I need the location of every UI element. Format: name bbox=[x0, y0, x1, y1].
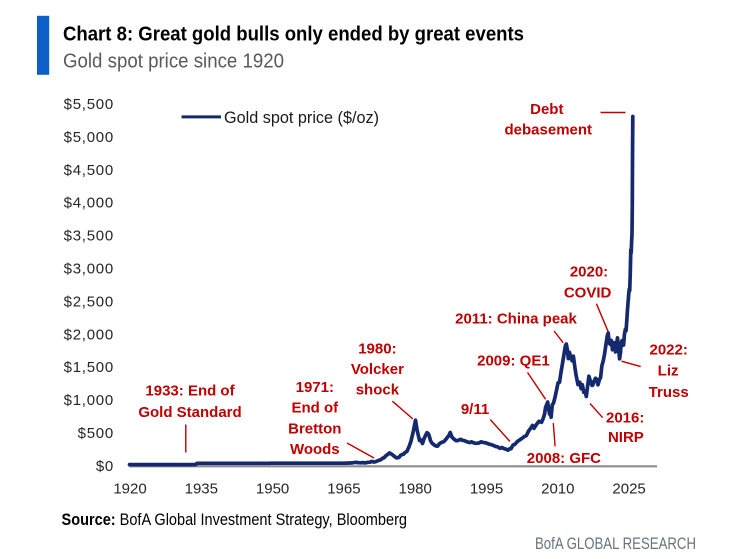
svg-text:1995: 1995 bbox=[470, 480, 503, 497]
svg-text:$2,500: $2,500 bbox=[64, 293, 114, 310]
svg-text:Bretton: Bretton bbox=[288, 420, 341, 437]
svg-text:$1,000: $1,000 bbox=[64, 392, 114, 409]
svg-text:1980: 1980 bbox=[399, 480, 432, 497]
svg-text:Gold spot price since 1920: Gold spot price since 1920 bbox=[63, 50, 284, 72]
svg-text:1935: 1935 bbox=[185, 480, 218, 497]
svg-text:COVID: COVID bbox=[564, 284, 612, 301]
svg-text:Debt: Debt bbox=[530, 101, 563, 118]
svg-text:2022:: 2022: bbox=[650, 341, 688, 358]
svg-text:Truss: Truss bbox=[649, 384, 689, 401]
svg-text:Liz: Liz bbox=[658, 363, 679, 380]
svg-text:NIRP: NIRP bbox=[608, 429, 644, 446]
svg-text:1965: 1965 bbox=[327, 480, 360, 497]
svg-text:$2,000: $2,000 bbox=[64, 326, 114, 343]
svg-text:Gold Standard: Gold Standard bbox=[138, 404, 241, 421]
svg-text:Volcker: Volcker bbox=[351, 361, 404, 378]
svg-text:2025: 2025 bbox=[612, 480, 645, 497]
svg-text:Gold spot price ($/oz): Gold spot price ($/oz) bbox=[224, 108, 379, 127]
svg-text:$3,500: $3,500 bbox=[64, 228, 114, 245]
svg-text:2008: GFC: 2008: GFC bbox=[527, 450, 601, 467]
svg-text:1920: 1920 bbox=[113, 480, 146, 497]
svg-text:$1,500: $1,500 bbox=[64, 359, 114, 376]
svg-text:$4,500: $4,500 bbox=[64, 162, 114, 179]
svg-text:$0: $0 bbox=[96, 458, 114, 475]
svg-text:2010: 2010 bbox=[541, 480, 574, 497]
svg-text:shock: shock bbox=[356, 382, 400, 399]
svg-text:1980:: 1980: bbox=[358, 341, 396, 358]
svg-text:2016:: 2016: bbox=[606, 409, 644, 426]
svg-text:$4,000: $4,000 bbox=[64, 195, 114, 212]
svg-text:$5,000: $5,000 bbox=[64, 129, 114, 146]
svg-text:1971:: 1971: bbox=[296, 379, 334, 396]
svg-text:$500: $500 bbox=[78, 425, 114, 442]
svg-text:9/11: 9/11 bbox=[461, 401, 489, 418]
svg-text:BofA GLOBAL RESEARCH: BofA GLOBAL RESEARCH bbox=[535, 534, 696, 553]
svg-text:2020:: 2020: bbox=[570, 264, 608, 281]
svg-text:2009: QE1: 2009: QE1 bbox=[477, 352, 550, 369]
svg-text:1933: End of: 1933: End of bbox=[145, 382, 235, 399]
svg-text:debasement: debasement bbox=[505, 121, 593, 138]
svg-text:$3,000: $3,000 bbox=[64, 261, 114, 278]
svg-text:Chart 8: Great gold bulls only: Chart 8: Great gold bulls only ended by … bbox=[63, 24, 524, 46]
svg-text:2011: China peak: 2011: China peak bbox=[455, 311, 577, 328]
svg-text:$5,500: $5,500 bbox=[64, 96, 114, 113]
svg-text:End of: End of bbox=[291, 400, 339, 417]
svg-text:1950: 1950 bbox=[256, 480, 289, 497]
svg-text:Source: BofA Global Investment: Source: BofA Global Investment Strategy,… bbox=[62, 510, 408, 529]
svg-text:Woods: Woods bbox=[290, 441, 340, 458]
